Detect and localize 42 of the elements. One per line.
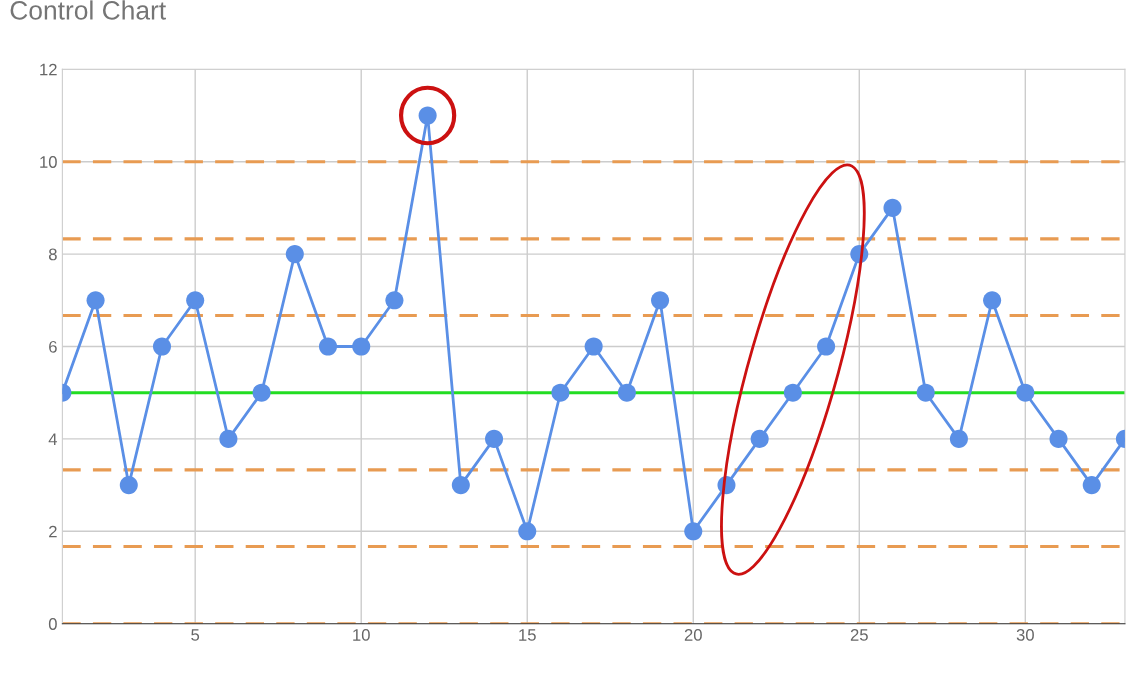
point <box>318 337 338 356</box>
point <box>584 337 603 356</box>
point <box>817 337 836 356</box>
point <box>252 383 271 402</box>
point <box>949 429 968 448</box>
y-tick-label: 6 <box>49 340 57 353</box>
point <box>119 476 138 495</box>
point <box>684 522 703 541</box>
y-tick-label: 4 <box>48 433 58 445</box>
x-tick-label: 5 <box>191 629 200 641</box>
point <box>1016 383 1035 402</box>
point <box>883 198 902 217</box>
y-tick-label: 12 <box>40 63 57 76</box>
x-tick-label: 20 <box>684 629 702 641</box>
point <box>352 337 371 356</box>
point <box>1049 429 1068 448</box>
point <box>86 291 105 310</box>
point <box>385 291 404 310</box>
point <box>285 245 304 264</box>
point <box>983 291 1002 310</box>
chart-title: Control Chart <box>10 0 166 20</box>
y-tick-label: 8 <box>48 248 57 261</box>
point <box>219 429 238 448</box>
point <box>1082 476 1101 495</box>
point <box>485 429 504 448</box>
x-tick-label: 25 <box>850 629 868 641</box>
point <box>916 383 935 402</box>
point <box>152 337 172 356</box>
y-tick-label: 0 <box>48 618 57 630</box>
point <box>551 383 570 402</box>
point <box>518 522 537 541</box>
x-tick-label: 15 <box>519 629 536 641</box>
x-tick-label: 10 <box>353 629 370 641</box>
y-tick-label: 2 <box>49 525 57 538</box>
point <box>186 291 205 310</box>
point <box>451 476 470 495</box>
point <box>783 383 802 402</box>
point <box>750 429 769 448</box>
x-tick-label: 30 <box>1016 629 1034 641</box>
point <box>651 291 670 310</box>
y-tick-label: 10 <box>40 156 57 168</box>
point <box>617 383 636 402</box>
